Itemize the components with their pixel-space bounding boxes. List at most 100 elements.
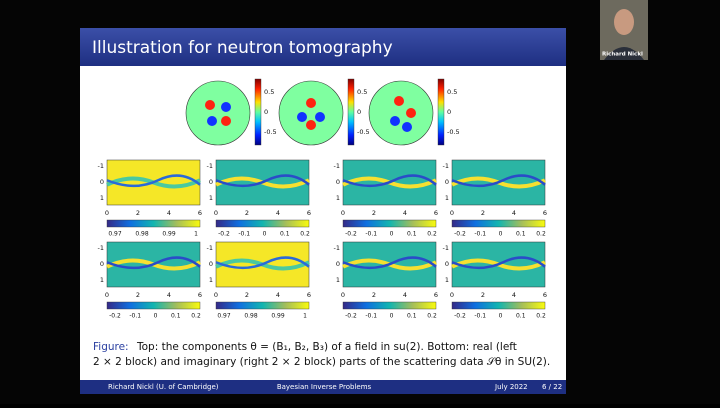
heatmap-band: [106, 256, 201, 270]
colorbar-tick-label: -0.1: [365, 313, 377, 320]
x-tick-label: 6: [434, 291, 438, 299]
y-tick-label: 0: [100, 178, 104, 186]
colorbar: [342, 301, 437, 310]
colorbar-tick-label: 0: [390, 313, 394, 320]
colorbar-tick-label: 1: [194, 231, 198, 238]
footer-author: Richard Nickl (U. of Cambridge): [108, 383, 219, 391]
colorbar-tick-label: -0.2: [454, 313, 466, 320]
circle-blob: [406, 108, 416, 118]
x-tick-label: 4: [167, 291, 171, 299]
colorbar-tick-label: 0.2: [300, 231, 310, 238]
colorbar: [437, 78, 445, 146]
colorbar-tick-label: 0: [499, 313, 503, 320]
y-tick-label: -1: [334, 162, 340, 170]
circle-blob: [402, 122, 412, 132]
colorbar-tick-label: -0.1: [474, 231, 486, 238]
y-tick-label: 1: [209, 194, 213, 202]
colorbar: [451, 301, 546, 310]
circle-blob: [394, 96, 404, 106]
colorbar-tick-label: 0.2: [427, 231, 437, 238]
y-tick-label: -1: [98, 244, 104, 252]
footer-date: July 2022: [494, 383, 528, 391]
circle-blob: [297, 112, 307, 122]
y-tick-label: 1: [100, 194, 104, 202]
colorbar-tick-label: 0.2: [191, 313, 201, 320]
colorbar: [451, 219, 546, 228]
x-tick-label: 0: [105, 209, 109, 217]
heatmap-band: [215, 174, 310, 188]
x-tick-label: 2: [136, 291, 140, 299]
heatmap-band: [451, 256, 546, 270]
y-tick-label: 0: [336, 260, 340, 268]
x-tick-label: 0: [105, 291, 109, 299]
footer-page: 6 / 22: [542, 383, 562, 391]
x-tick-label: 0: [214, 291, 218, 299]
x-tick-label: 4: [512, 209, 516, 217]
y-tick-label: 0: [100, 260, 104, 268]
caption-line: Top: the components θ = (B₁, B₂, B₃) of …: [136, 341, 517, 353]
colorbar-tick-label: 0.98: [135, 231, 149, 238]
x-tick-label: 2: [372, 209, 376, 217]
y-tick-label: -1: [98, 162, 104, 170]
y-tick-label: -1: [207, 244, 213, 252]
heatmap-band: [451, 174, 546, 188]
y-tick-label: -1: [443, 244, 449, 252]
colorbar-tick-label: 0.2: [536, 231, 546, 238]
x-tick-label: 0: [450, 209, 454, 217]
heatmap-band: [342, 256, 437, 270]
colorbar: [342, 219, 437, 228]
x-tick-label: 6: [307, 209, 311, 217]
footer-bar: [80, 380, 566, 394]
circle-plot: [278, 80, 344, 146]
colorbar-tick-label: 0.2: [536, 313, 546, 320]
colorbar-tick-label: -0.5: [264, 128, 277, 136]
x-tick-label: 6: [434, 209, 438, 217]
x-tick-label: 4: [403, 209, 407, 217]
x-tick-label: 6: [543, 209, 547, 217]
colorbar-tick-label: -0.2: [345, 231, 357, 238]
x-tick-label: 2: [372, 291, 376, 299]
x-tick-label: 2: [245, 209, 249, 217]
colorbar-tick-label: 0.1: [516, 313, 526, 320]
webcam-face: [614, 9, 634, 35]
participant-name: Richard Nickl: [602, 52, 643, 58]
circle-blob: [205, 100, 215, 110]
colorbar-tick-label: -0.1: [129, 313, 141, 320]
circle-blob: [221, 102, 231, 112]
circle-blob: [207, 116, 217, 126]
colorbar-tick-label: -0.5: [447, 128, 460, 136]
colorbar: [106, 301, 201, 310]
x-tick-label: 0: [341, 291, 345, 299]
y-tick-label: 1: [100, 276, 104, 284]
colorbar-tick-label: 0: [390, 231, 394, 238]
footer-talk: Bayesian Inverse Problems: [277, 383, 372, 391]
x-tick-label: 4: [512, 291, 516, 299]
y-tick-label: 0: [209, 178, 213, 186]
colorbar-tick-label: 0.98: [244, 313, 258, 320]
y-tick-label: 1: [336, 194, 340, 202]
colorbar-tick-label: -0.2: [218, 231, 230, 238]
x-tick-label: 2: [481, 209, 485, 217]
y-tick-label: 1: [336, 276, 340, 284]
circle-plot: [368, 80, 434, 146]
colorbar: [347, 78, 355, 146]
colorbar-tick-label: 0.99: [271, 313, 285, 320]
colorbar: [106, 219, 201, 228]
colorbar-tick-label: 0: [499, 231, 503, 238]
circle-blob: [315, 112, 325, 122]
colorbar-tick-label: 0.99: [162, 231, 176, 238]
slide-title: Illustration for neutron tomography: [92, 38, 393, 58]
circle-blob: [390, 116, 400, 126]
heatmap-band: [342, 174, 437, 188]
colorbar-tick-label: -0.2: [345, 313, 357, 320]
x-tick-label: 4: [276, 291, 280, 299]
title-bar: [80, 28, 566, 66]
y-tick-label: 1: [445, 276, 449, 284]
x-tick-label: 2: [245, 291, 249, 299]
colorbar-tick-label: -0.5: [357, 128, 370, 136]
colorbar-tick-label: -0.1: [365, 231, 377, 238]
colorbar: [215, 301, 310, 310]
x-tick-label: 0: [450, 291, 454, 299]
x-tick-label: 6: [307, 291, 311, 299]
